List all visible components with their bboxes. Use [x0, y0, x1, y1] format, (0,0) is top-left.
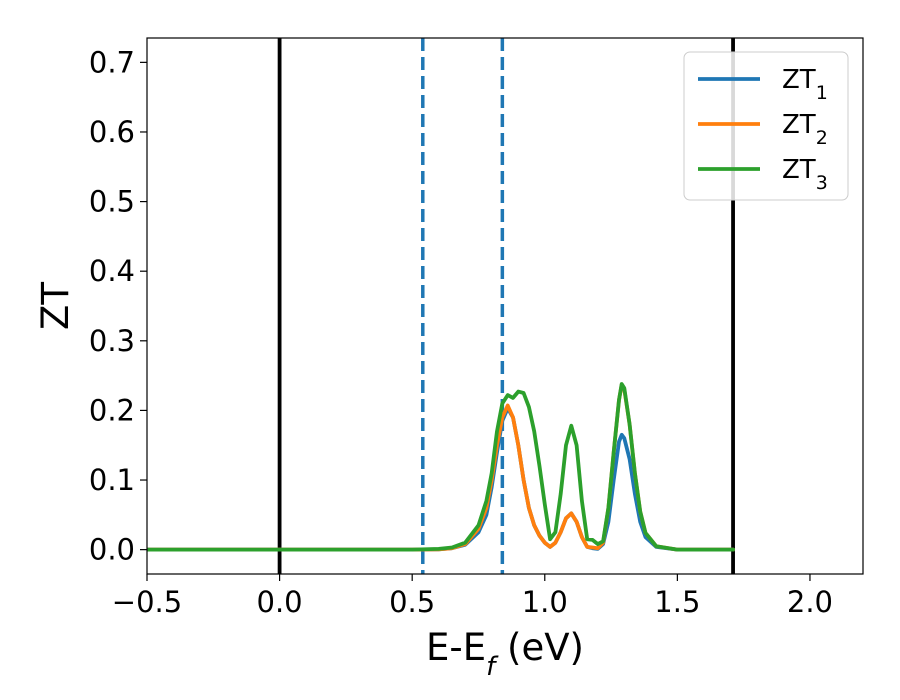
x-tick-label: 2.0 [787, 585, 833, 619]
y-tick-label: 0.6 [89, 115, 135, 149]
x-axis-title: E-Ef (eV) [426, 626, 584, 682]
x-tick-label: 0.0 [257, 585, 303, 619]
legend-box [683, 51, 849, 201]
series-line-zt3 [147, 382, 735, 552]
y-tick-label: 0.7 [89, 45, 135, 79]
legend-label-zt1: ZT1 [782, 65, 828, 104]
x-tick-label: 0.5 [389, 585, 435, 619]
x-axis-ticks: −0.5 0.0 0.5 1.0 1.5 2.0 [112, 574, 833, 619]
legend-label-zt2: ZT2 [782, 110, 828, 149]
y-tick-label: 0.4 [89, 254, 135, 288]
y-tick-label: 0.3 [89, 324, 135, 358]
legend-label-zt3: ZT3 [782, 155, 828, 194]
x-tick-label: 1.0 [522, 585, 568, 619]
x-tick-label: −0.5 [112, 585, 182, 619]
y-tick-label: 0.0 [89, 533, 135, 567]
legend: ZT1 ZT2 ZT3 [683, 51, 849, 201]
y-tick-label: 0.5 [89, 185, 135, 219]
plot-frame [146, 37, 864, 575]
y-axis-ticks: 0.0 0.1 0.2 0.3 0.4 0.5 0.6 0.7 [89, 45, 147, 567]
series-lines [147, 382, 735, 552]
y-axis-title: ZT [34, 282, 77, 330]
y-tick-label: 0.2 [89, 393, 135, 427]
y-tick-label: 0.1 [89, 463, 135, 497]
x-tick-label: 1.5 [654, 585, 700, 619]
